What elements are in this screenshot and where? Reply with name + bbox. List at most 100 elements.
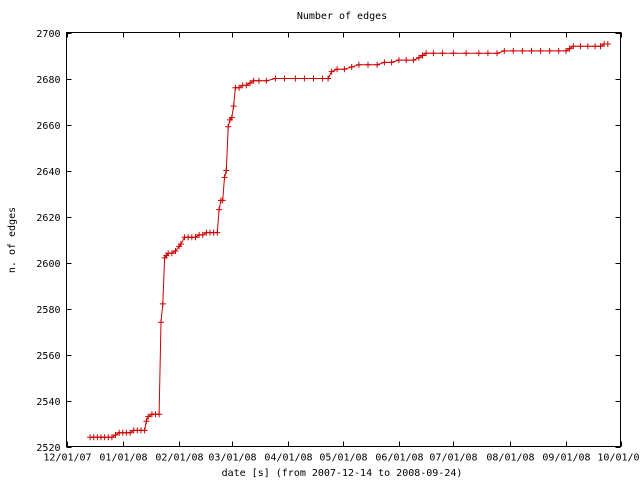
data-point-marker [510,47,517,54]
data-point-marker [355,61,362,68]
data-point-marker [570,43,577,50]
x-tick-label: 05/01/08 [319,453,367,464]
data-point-marker [563,47,569,54]
data-point-marker [328,68,335,75]
data-point-marker [199,231,206,238]
data-point-marker [272,75,279,82]
y-axis: 2520 2540 2560 2580 2600 2620 2640 2660 2680 2700 [36,29,621,454]
data-point-marker [319,75,326,82]
x-tick-label: 08/01/08 [486,453,534,464]
x-axis: 12/01/07 01/01/08 02/01/08 03/01/08 04/01/08… [43,32,640,464]
data-point-marker [592,43,599,50]
x-tick-label: 07/01/08 [429,453,477,464]
data-point-marker [168,250,175,257]
data-point-marker [584,43,591,50]
x-tick-label: 06/01/08 [375,453,423,464]
y-tick-label: 2560 [36,351,60,362]
data-point-marker [236,84,243,91]
x-tick-label: 12/01/07 [43,453,91,464]
data-point-marker [221,174,228,181]
data-point-marker [423,50,430,57]
data-point-marker [484,50,491,57]
data-point-marker [430,50,437,57]
data-point-marker [228,114,235,121]
data-point-marker [403,57,410,64]
data-point-marker [365,61,371,68]
data-point-marker [381,59,388,66]
y-tick-label: 2520 [36,443,60,454]
data-point-marker [341,66,348,73]
data-point-marker [450,50,457,57]
data-point-marker [243,82,250,89]
data-point-marker [537,47,544,54]
chart-title: Number of edges [297,11,387,22]
y-tick-label: 2540 [36,397,60,408]
data-point-marker [281,75,288,82]
data-point-marker [494,50,500,57]
data-point-marker [334,66,341,73]
data-point-marker [566,45,573,52]
data-point-marker [439,50,446,57]
data-point-marker [127,429,134,436]
x-tick-label: 03/01/08 [208,453,256,464]
x-tick-label: 02/01/08 [155,453,203,464]
data-point-marker [475,50,482,57]
data-point-marker [463,50,470,57]
x-tick-label: 09/01/08 [542,453,590,464]
y-tick-label: 2680 [36,75,60,86]
data-point-marker [388,59,395,66]
data-point-marker [519,47,526,54]
x-tick-label: 10/01/08 [597,453,640,464]
plot-area-frame [66,32,621,447]
data-point-marker [156,411,163,418]
data-point-marker [230,103,237,110]
y-axis-label: n. of edges [7,207,18,273]
data-point-marker [219,197,226,204]
data-point-marker [143,418,150,425]
y-tick-label: 2620 [36,213,60,224]
data-point-marker [374,61,381,68]
data-point-marker [225,123,232,130]
y-tick-label: 2580 [36,305,60,316]
data-point-marker [108,434,115,441]
data-point-marker [325,75,332,82]
data-point-marker [159,300,166,307]
data-point-marker [256,77,262,84]
data-point-marker [419,52,426,59]
data-point-marker [112,432,119,438]
data-point-marker [172,248,179,254]
data-point-marker [145,413,152,420]
data-point-marker [310,75,317,82]
data-point-marker [395,57,402,64]
data-point-marker [301,75,308,82]
y-tick-label: 2700 [36,29,60,40]
data-point-marker [348,64,355,70]
data-point-marker [577,43,584,50]
data-point-marker [415,54,422,61]
data-point-marker [141,427,148,434]
data-point-marker [214,229,221,236]
y-tick-label: 2600 [36,259,60,270]
data-point-marker [177,241,184,248]
y-tick-label: 2660 [36,121,60,132]
series-layer [87,41,611,441]
data-point-marker [192,234,199,241]
data-point-marker [604,41,611,47]
data-point-marker [546,47,553,54]
x-tick-label: 04/01/08 [264,453,312,464]
data-point-marker [263,77,270,84]
x-axis-label: date [s] (from 2007-12-14 to 2008-09-24) [222,468,463,479]
data-point-marker [292,75,299,82]
data-point-marker [158,319,164,326]
data-point-marker [501,47,508,54]
data-point-marker [410,57,417,64]
data-point-marker [597,43,604,50]
data-point-marker [250,77,257,84]
data-point-marker [247,80,253,87]
y-tick-label: 2640 [36,167,60,178]
x-tick-label: 01/01/08 [99,453,147,464]
data-point-marker [528,47,535,54]
data-point-marker [216,206,223,213]
